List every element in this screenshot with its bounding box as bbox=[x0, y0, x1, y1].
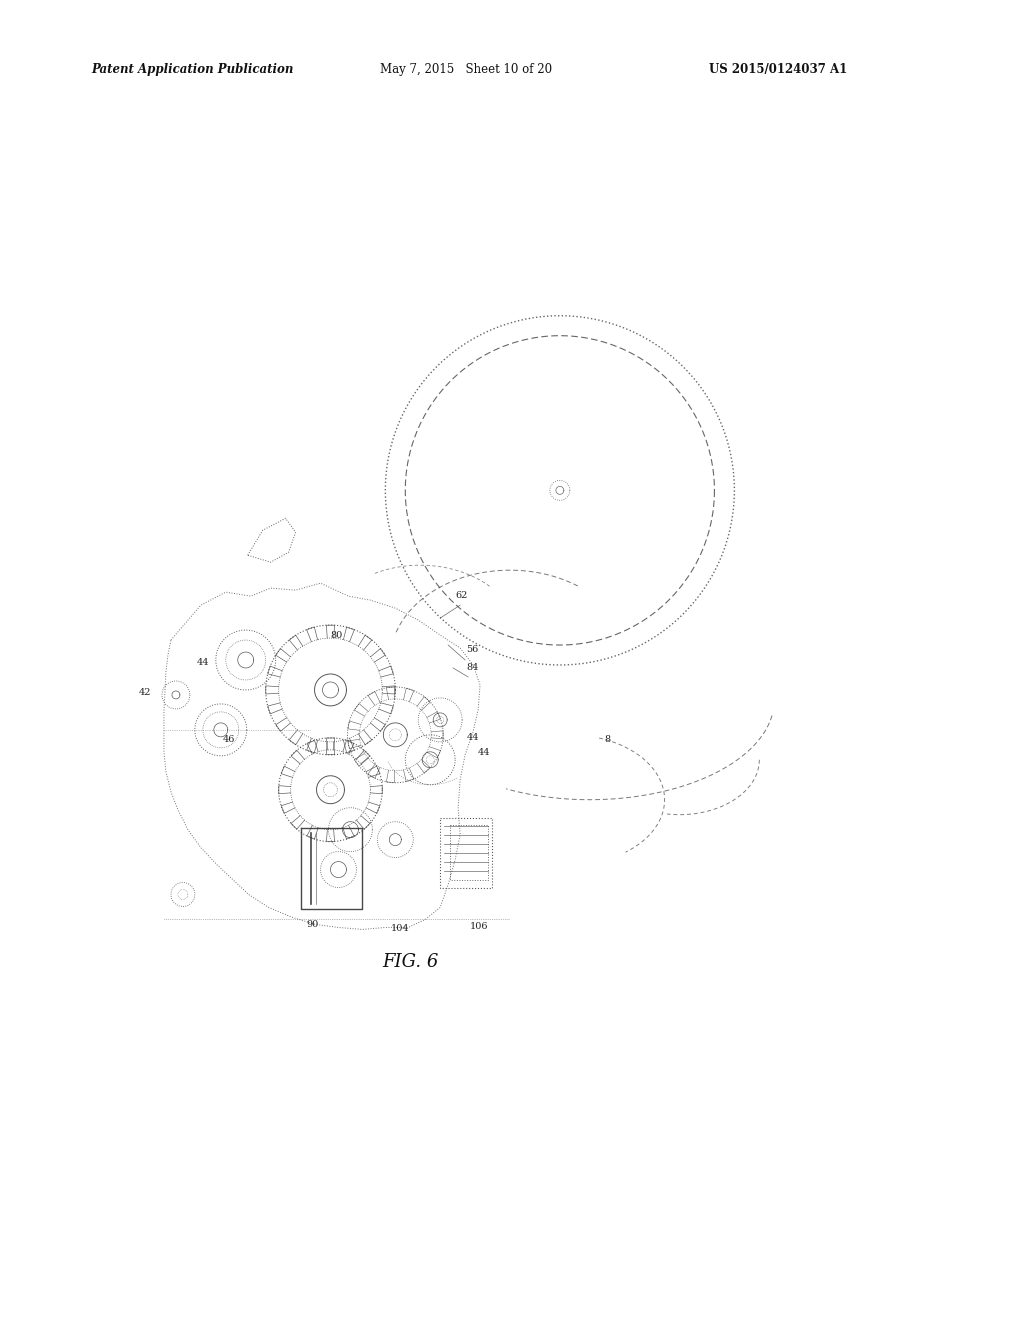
Text: US 2015/0124037 A1: US 2015/0124037 A1 bbox=[709, 63, 847, 77]
Text: 44: 44 bbox=[478, 748, 490, 756]
Text: May 7, 2015   Sheet 10 of 20: May 7, 2015 Sheet 10 of 20 bbox=[380, 63, 552, 77]
Text: 46: 46 bbox=[222, 735, 235, 744]
Text: 104: 104 bbox=[390, 924, 409, 933]
Text: 80: 80 bbox=[330, 631, 342, 640]
Text: 44: 44 bbox=[467, 733, 479, 742]
Text: 42: 42 bbox=[139, 688, 152, 697]
Text: Patent Application Publication: Patent Application Publication bbox=[91, 63, 293, 77]
Text: 84: 84 bbox=[466, 663, 478, 672]
Text: 90: 90 bbox=[307, 920, 319, 929]
Text: FIG. 6: FIG. 6 bbox=[382, 953, 438, 972]
Text: 56: 56 bbox=[466, 645, 478, 653]
Text: 106: 106 bbox=[470, 923, 488, 932]
Text: 8: 8 bbox=[604, 735, 610, 744]
Text: 62: 62 bbox=[454, 591, 467, 601]
Text: 44: 44 bbox=[197, 657, 209, 667]
